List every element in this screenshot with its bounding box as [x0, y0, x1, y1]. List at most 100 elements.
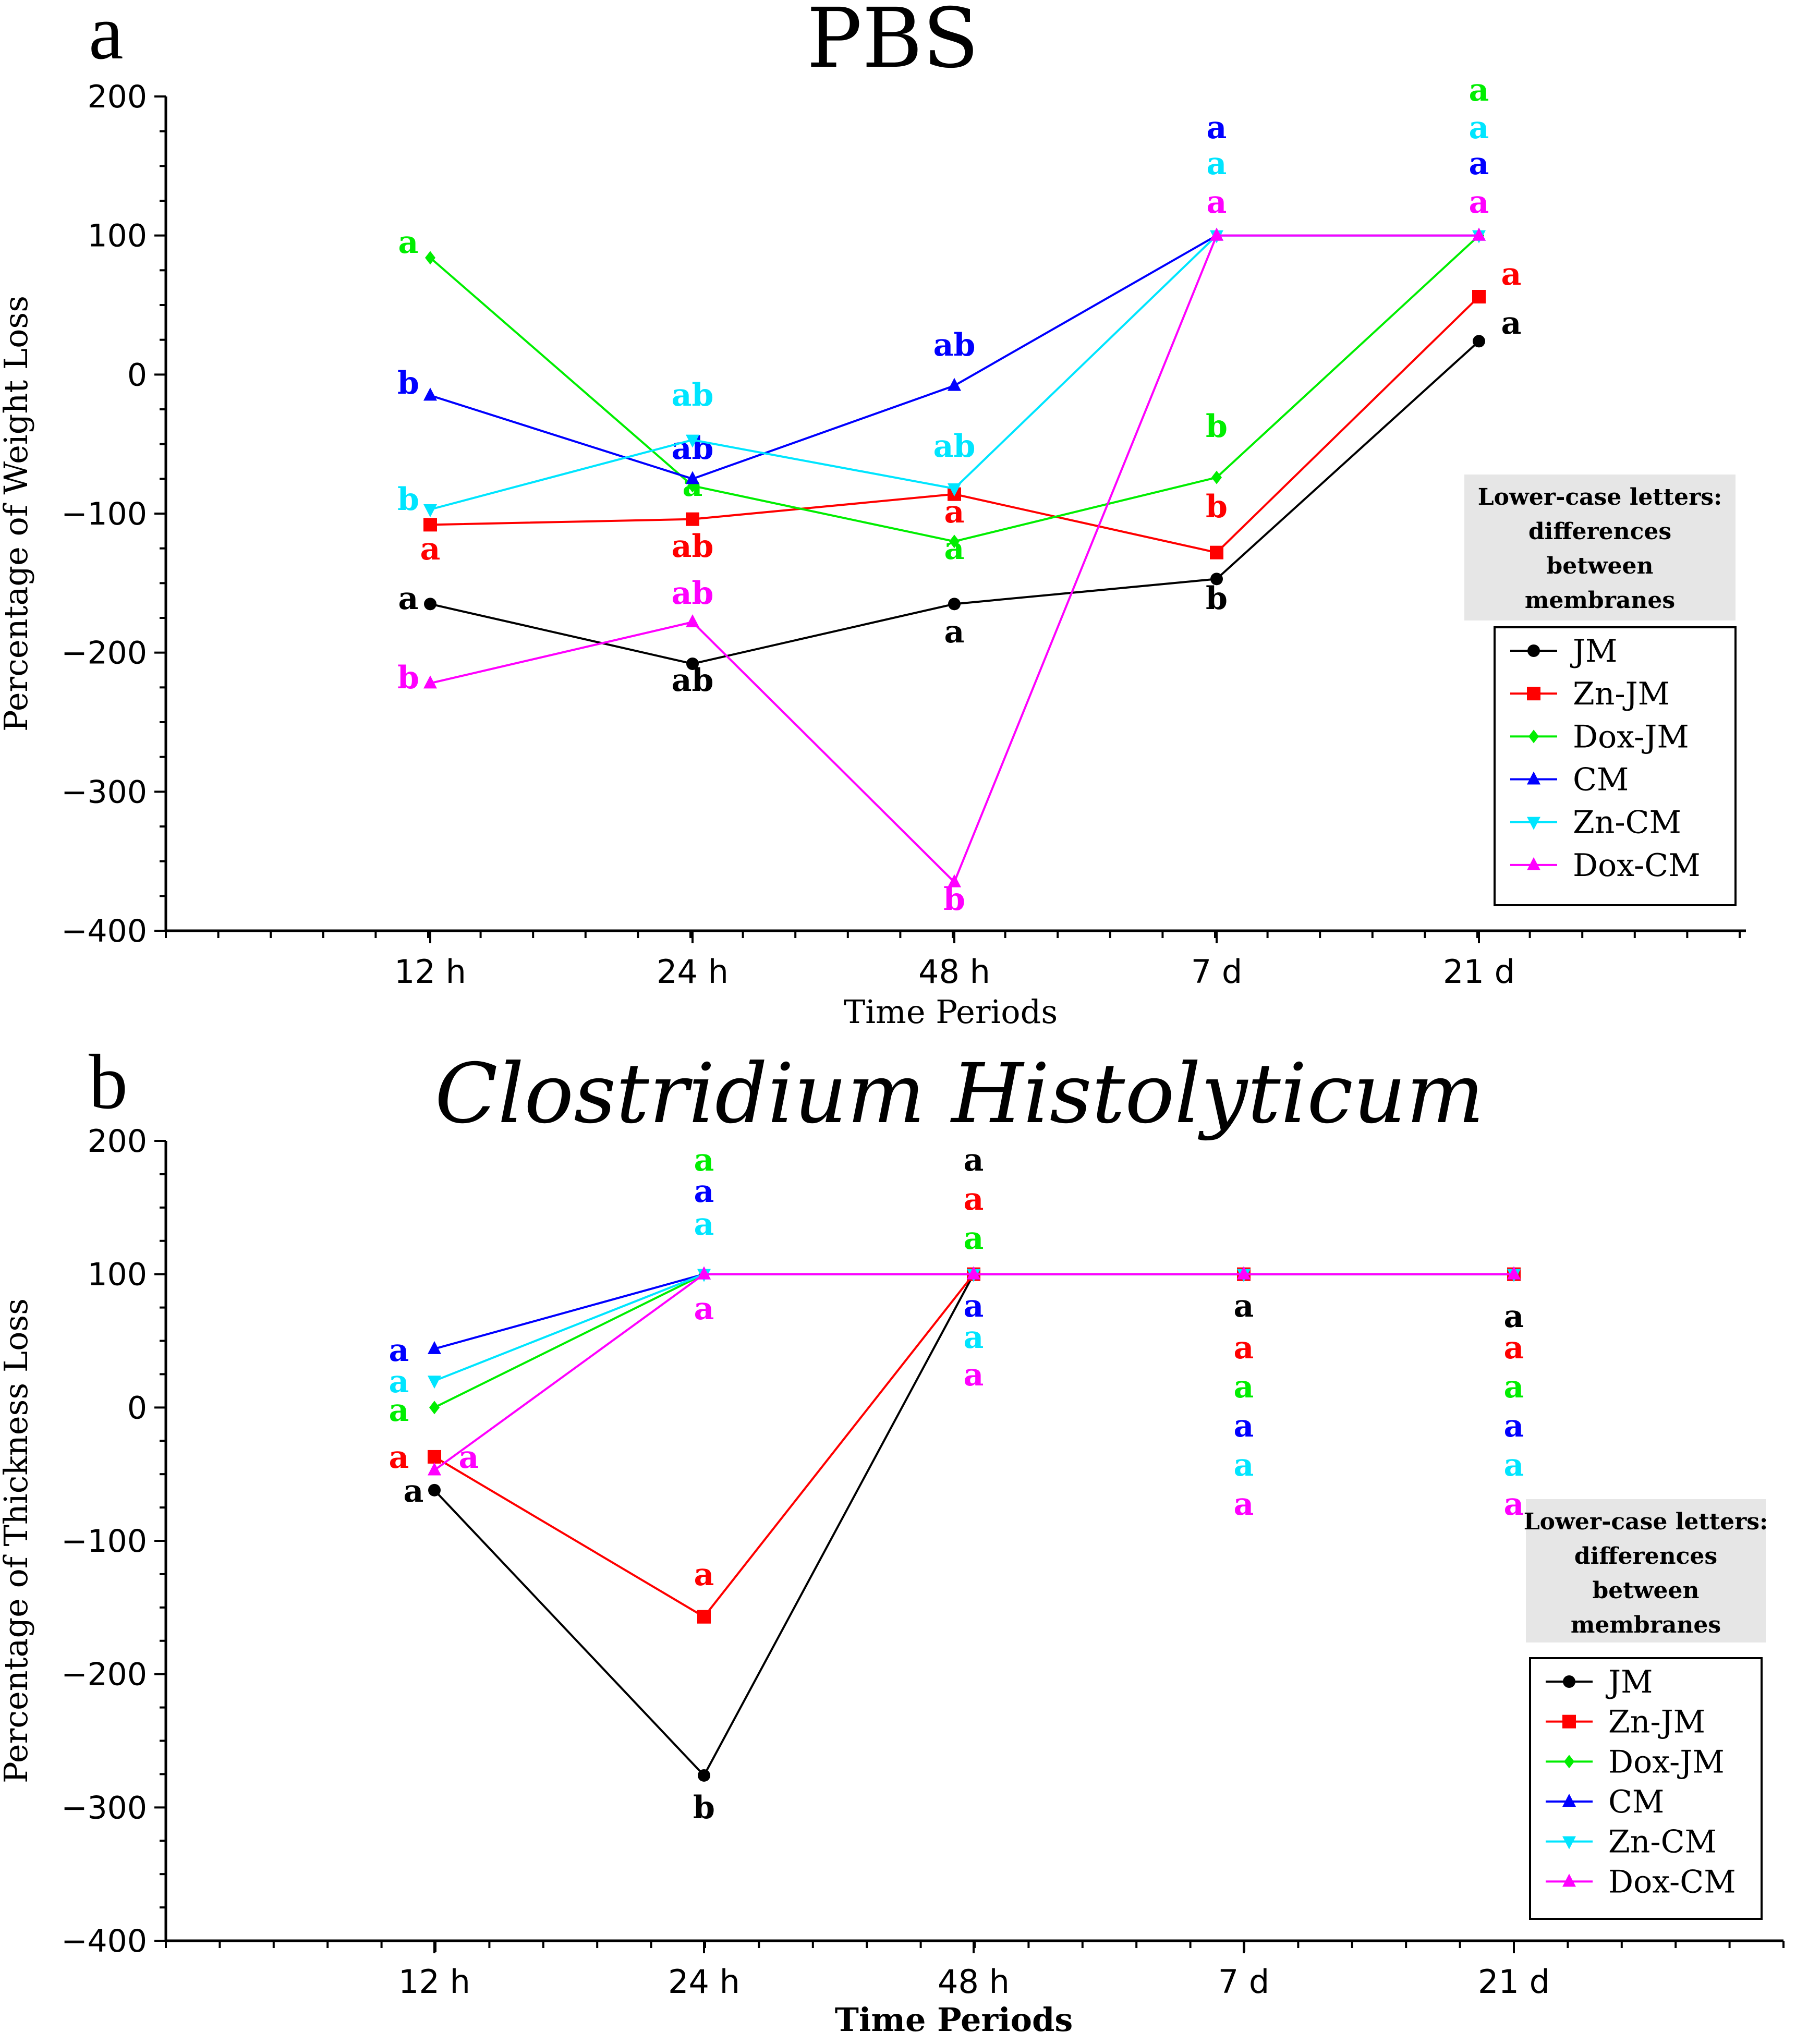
- legend-note-line: Lower-case letters:: [1478, 484, 1722, 510]
- significance-letter: a: [1469, 145, 1489, 182]
- legend-marker: [1527, 687, 1540, 701]
- legend-entry-cm: CM: [1573, 762, 1629, 798]
- significance-letter: a: [1504, 1447, 1524, 1483]
- x-tick-label: 48 h: [938, 1963, 1010, 2001]
- legend-marker: [1562, 1794, 1576, 1807]
- significance-letter: a: [459, 1439, 479, 1476]
- series-zn-jm: a aba ba: [420, 256, 1522, 567]
- legend-box: [1494, 626, 1737, 906]
- legend-entry-jm: JM: [1605, 1664, 1653, 1700]
- significance-letter: a: [1234, 1288, 1254, 1324]
- y-tick-label: 200: [87, 1123, 147, 1160]
- significance-letter: a: [1234, 1330, 1254, 1366]
- significance-letter: a: [694, 1173, 714, 1210]
- data-point-zn-jm: [428, 1450, 441, 1464]
- data-point-dox-cm: [967, 1266, 980, 1280]
- x-tick-label: 7 d: [1218, 1963, 1270, 2001]
- data-point-dox-jm: [429, 1401, 440, 1415]
- data-point-dox-jm: [425, 251, 435, 265]
- y-tick-label: −200: [61, 1657, 147, 1693]
- significance-letter: b: [943, 881, 965, 918]
- significance-letter: a: [964, 1319, 984, 1356]
- significance-letter: a: [1234, 1408, 1254, 1444]
- data-point-dox-cm: [1507, 1266, 1521, 1280]
- significance-letter: a: [1504, 1369, 1524, 1405]
- x-tick-label: 21 d: [1478, 1963, 1550, 2001]
- significance-letter: a: [964, 1220, 984, 1257]
- significance-letter: a: [944, 614, 965, 650]
- significance-letter: a: [404, 1473, 424, 1510]
- panel-letter: a: [89, 0, 124, 76]
- y-tick-label: −200: [61, 635, 147, 672]
- data-point-zn-jm: [697, 1610, 711, 1624]
- data-point-jm: [1473, 335, 1485, 348]
- significance-letter: b: [397, 365, 419, 402]
- x-tick-label: 24 h: [657, 953, 729, 991]
- legend-entry-zn-jm: Zn-JM: [1608, 1704, 1705, 1741]
- y-axis-label: Percentage of Weight Loss: [0, 296, 35, 732]
- data-point-jm: [428, 1483, 441, 1496]
- significance-letter: a: [964, 1181, 984, 1218]
- y-tick-label: −300: [61, 774, 147, 810]
- significance-letter: a: [694, 1291, 714, 1327]
- legend-note-background: [1464, 475, 1736, 620]
- significance-letter: a: [1501, 256, 1522, 293]
- significance-letter: a: [1469, 184, 1489, 221]
- significance-letter: b: [397, 660, 419, 696]
- x-tick-label: 12 h: [394, 953, 466, 991]
- data-point-dox-jm: [1211, 470, 1222, 484]
- legend-entry-dox-jm: Dox-JM: [1573, 719, 1689, 755]
- significance-letter: a: [1207, 184, 1227, 221]
- panel-a-chart: a PBS 200 100 0 −100 −200 −300 −400 12 h 24 h 48 h 7…: [0, 0, 1746, 1031]
- significance-letter: a: [1207, 145, 1227, 182]
- legend-entry-dox-cm: Dox-CM: [1573, 847, 1701, 884]
- significance-letter: a: [389, 1332, 409, 1369]
- data-point-dox-cm: [428, 1462, 441, 1476]
- significance-letter: a: [389, 1364, 409, 1400]
- legend-marker: [1527, 771, 1540, 785]
- panel-b-chart: b Clostridium Histolyticum 200 100 0 −100 −200…: [0, 1039, 1785, 2039]
- legend-marker: [1528, 729, 1539, 744]
- significance-letter: a: [694, 1556, 714, 1593]
- significance-letter: a: [1207, 110, 1227, 146]
- data-point-zn-jm: [686, 512, 699, 526]
- significance-letter: a: [1469, 72, 1489, 108]
- legend-marker: [1563, 1675, 1575, 1688]
- data-point-zn-cm: [686, 434, 699, 448]
- y-axis-label: Percentage of Thickness Loss: [0, 1298, 35, 1783]
- panel-letter: b: [89, 1039, 128, 1125]
- legend-marker: [1527, 817, 1540, 830]
- x-tick-label: 7 d: [1191, 953, 1243, 991]
- x-tick-label: 12 h: [398, 1963, 470, 2001]
- x-axis-label: Time Periods: [844, 993, 1058, 1031]
- significance-letter: a: [964, 1357, 984, 1393]
- legend-entry-cm: CM: [1608, 1784, 1664, 1820]
- significance-letter: a: [398, 580, 419, 617]
- legend: Lower-case letters: differences between mem…: [1524, 1499, 1768, 1920]
- y-tick-label: 200: [87, 79, 147, 115]
- x-tick-label: 24 h: [668, 1963, 740, 2001]
- data-point-dox-jm: [949, 534, 960, 549]
- legend-marker: [1562, 1836, 1576, 1850]
- significance-letter: ab: [672, 377, 714, 413]
- legend-entry-dox-cm: Dox-CM: [1608, 1864, 1736, 1900]
- y-tick-label: −300: [61, 1790, 147, 1826]
- legend-marker: [1527, 857, 1540, 870]
- legend-note-line: Lower-case letters:: [1524, 1508, 1768, 1535]
- data-point-jm: [698, 1769, 710, 1782]
- legend-marker: [1562, 1873, 1576, 1887]
- data-point-dox-cm: [423, 675, 437, 689]
- significance-letter: a: [420, 531, 441, 567]
- data-point-zn-jm: [423, 518, 437, 532]
- data-point-cm: [423, 387, 437, 401]
- significance-letter: b: [693, 1790, 715, 1826]
